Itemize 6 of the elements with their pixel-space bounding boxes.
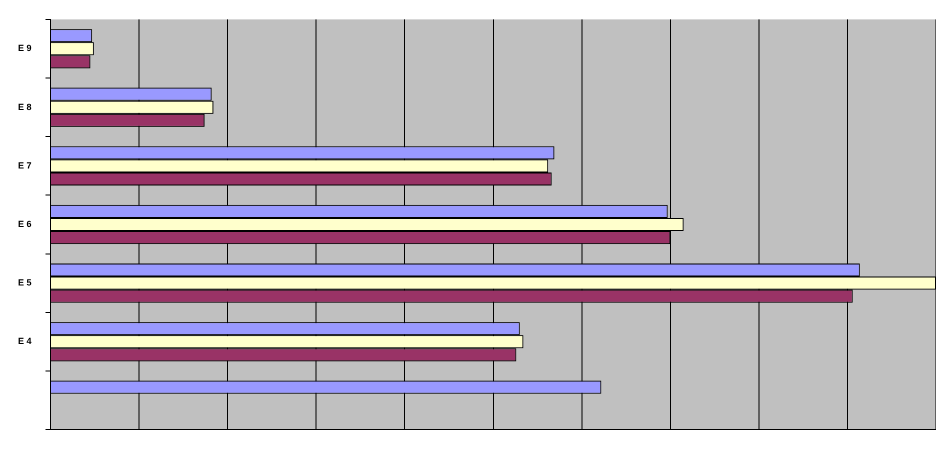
y-tick-label: E 6 [18,218,32,229]
y-tick-label: E 9 [18,43,32,54]
y-tick-label: E 5 [18,278,32,288]
y-tick-label: E 8 [18,102,32,112]
y-tick-label: E 4 [18,336,32,346]
y-tick-label: E 7 [18,160,32,170]
